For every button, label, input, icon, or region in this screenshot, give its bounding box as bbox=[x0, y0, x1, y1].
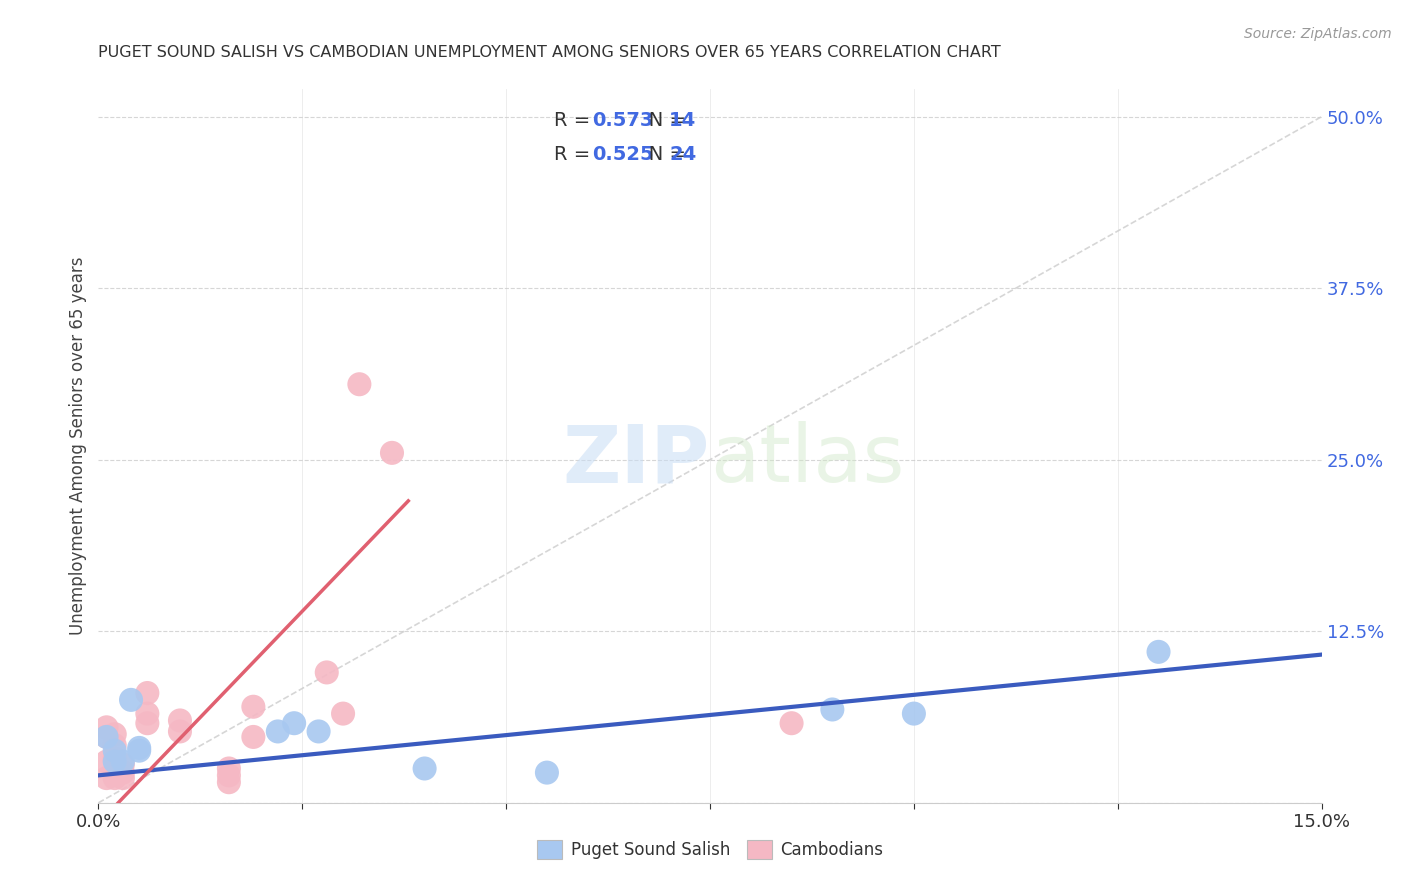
Point bbox=[218, 762, 240, 776]
Point bbox=[780, 716, 803, 731]
Point bbox=[136, 716, 159, 731]
Point bbox=[111, 755, 134, 769]
Text: R =: R = bbox=[554, 145, 596, 164]
Point bbox=[413, 762, 436, 776]
Point bbox=[821, 702, 844, 716]
Point bbox=[308, 724, 330, 739]
Point bbox=[128, 744, 150, 758]
Point bbox=[242, 699, 264, 714]
Point bbox=[96, 720, 118, 734]
Point bbox=[120, 693, 142, 707]
Point bbox=[104, 744, 127, 758]
Point bbox=[136, 686, 159, 700]
Point bbox=[1147, 645, 1170, 659]
Point bbox=[242, 730, 264, 744]
Point bbox=[104, 727, 127, 741]
Point bbox=[96, 730, 118, 744]
Point bbox=[96, 771, 118, 785]
Text: Source: ZipAtlas.com: Source: ZipAtlas.com bbox=[1244, 27, 1392, 41]
Point bbox=[96, 755, 118, 769]
Point bbox=[315, 665, 337, 680]
Point bbox=[332, 706, 354, 721]
Text: atlas: atlas bbox=[710, 421, 904, 500]
Text: 0.525: 0.525 bbox=[592, 145, 654, 164]
Point bbox=[104, 755, 127, 769]
Point bbox=[128, 740, 150, 755]
Point bbox=[283, 716, 305, 731]
Text: ZIP: ZIP bbox=[562, 421, 710, 500]
Point bbox=[169, 724, 191, 739]
Point bbox=[381, 446, 404, 460]
Point bbox=[349, 377, 371, 392]
Point bbox=[104, 752, 127, 766]
Point bbox=[111, 757, 134, 772]
Point bbox=[111, 771, 134, 785]
Point bbox=[218, 775, 240, 789]
Point bbox=[218, 768, 240, 782]
Text: 0.573: 0.573 bbox=[592, 111, 654, 130]
Text: 24: 24 bbox=[669, 145, 696, 164]
Text: 14: 14 bbox=[669, 111, 696, 130]
Y-axis label: Unemployment Among Seniors over 65 years: Unemployment Among Seniors over 65 years bbox=[69, 257, 87, 635]
Text: N =: N = bbox=[630, 145, 692, 164]
Point bbox=[267, 724, 290, 739]
Legend: Puget Sound Salish, Cambodians: Puget Sound Salish, Cambodians bbox=[530, 834, 890, 866]
Point bbox=[536, 765, 558, 780]
Point bbox=[104, 738, 127, 752]
Point bbox=[111, 765, 134, 780]
Point bbox=[96, 730, 118, 744]
Point bbox=[169, 714, 191, 728]
Text: N =: N = bbox=[630, 111, 692, 130]
Point bbox=[136, 706, 159, 721]
Text: PUGET SOUND SALISH VS CAMBODIAN UNEMPLOYMENT AMONG SENIORS OVER 65 YEARS CORRELA: PUGET SOUND SALISH VS CAMBODIAN UNEMPLOY… bbox=[98, 45, 1001, 60]
Point bbox=[104, 771, 127, 785]
Text: R =: R = bbox=[554, 111, 596, 130]
Point bbox=[903, 706, 925, 721]
